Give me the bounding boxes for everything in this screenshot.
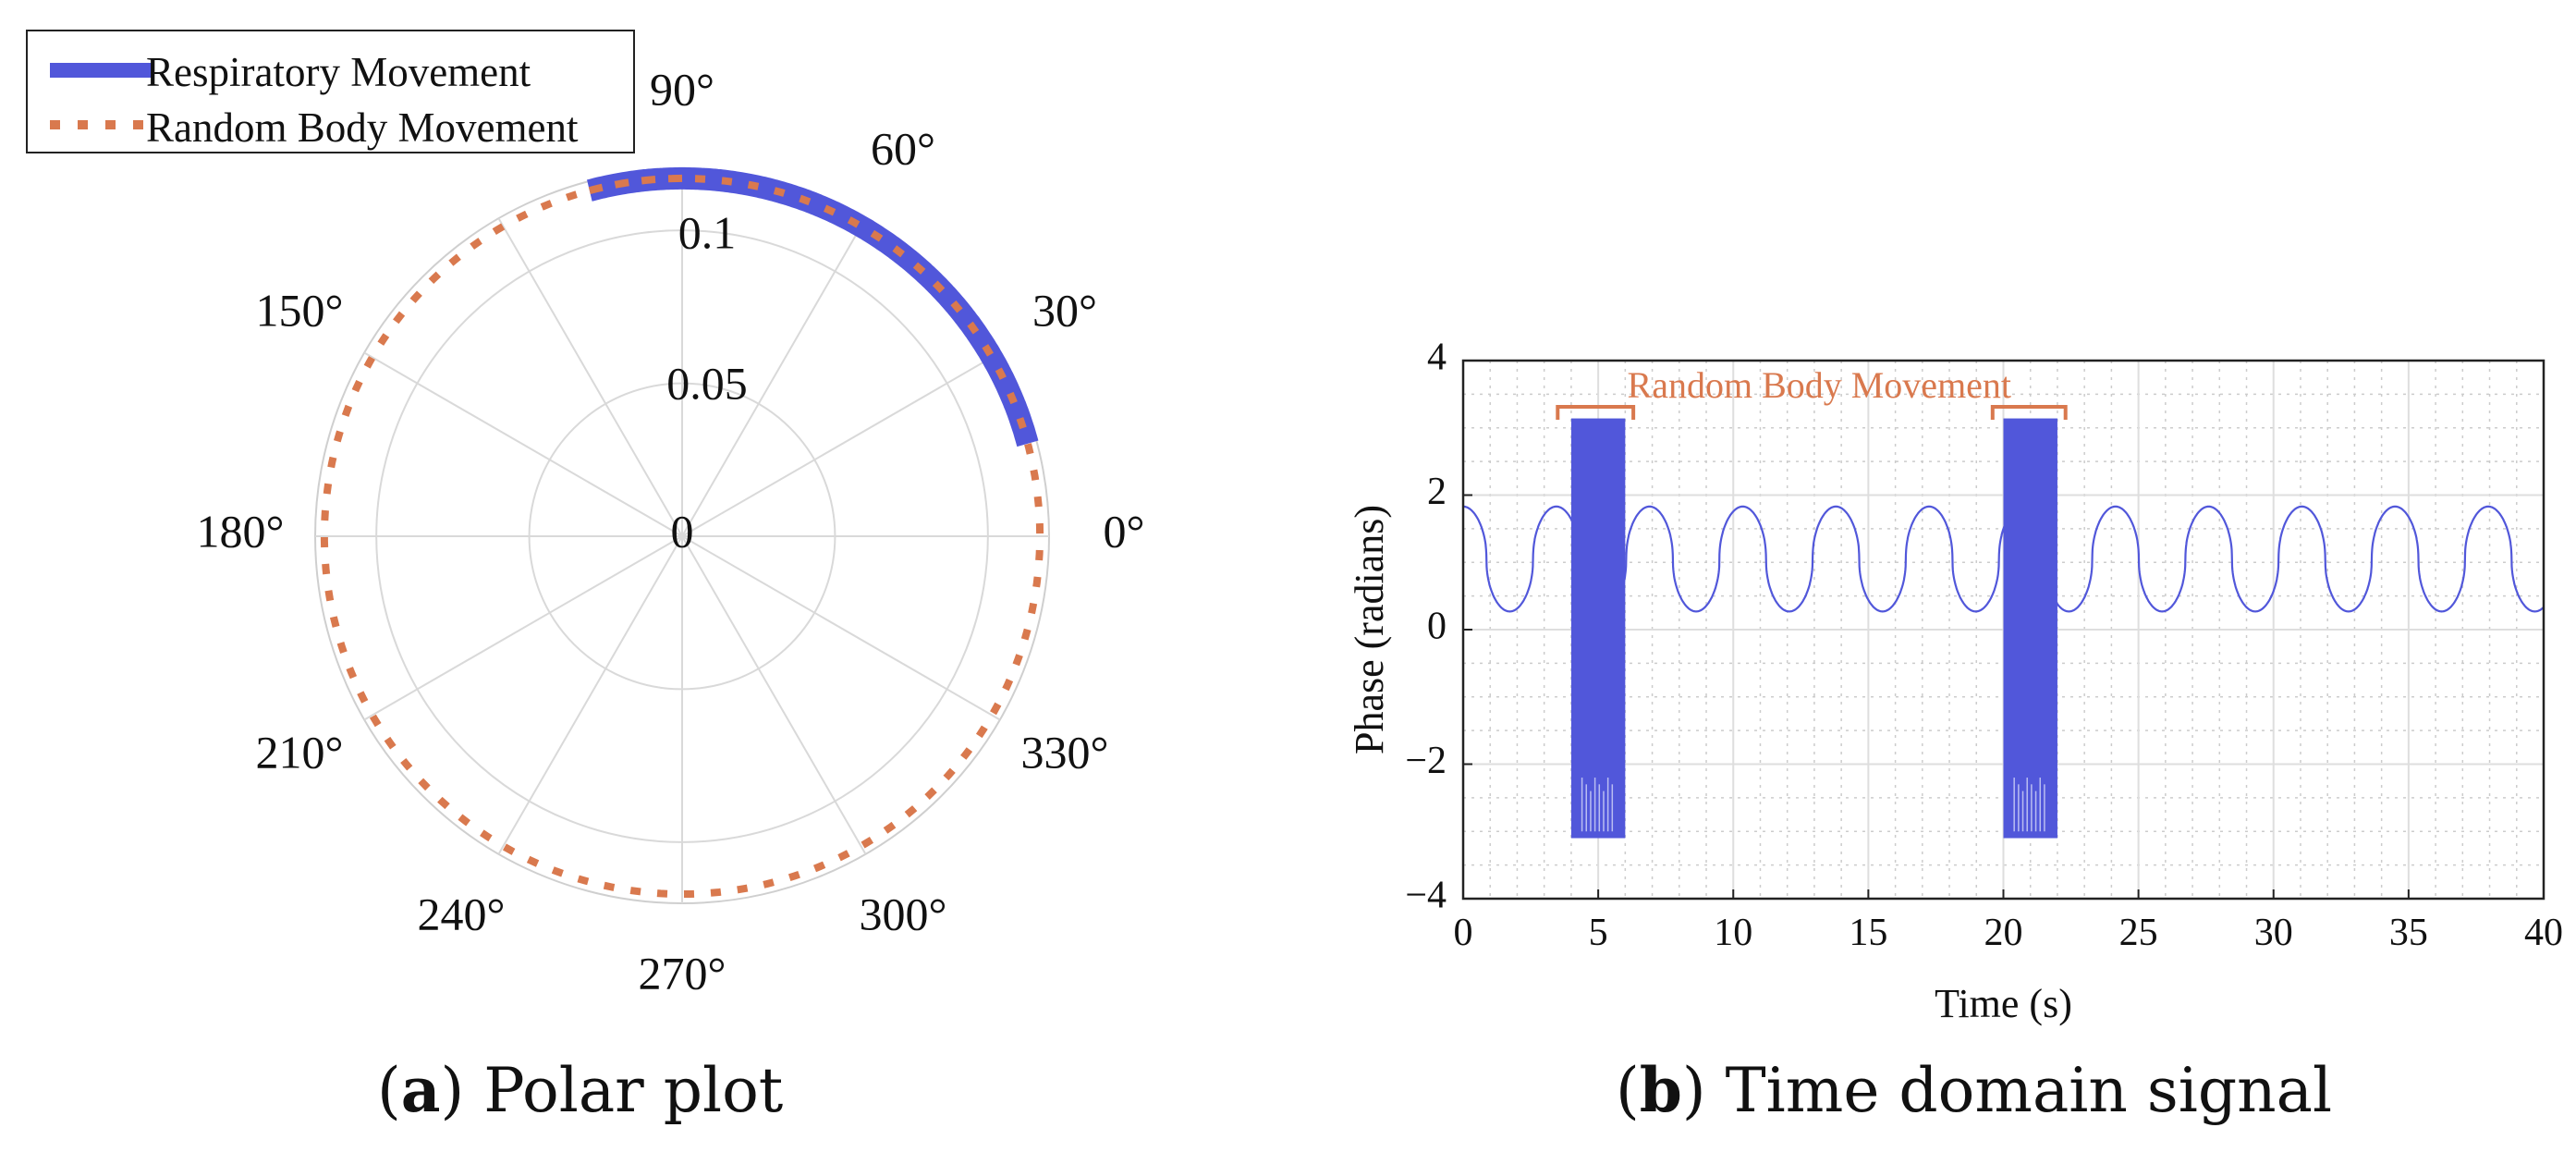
legend-entry-respiratory: Respiratory Movement [28,44,633,96]
polar-theta-tick-label: 90° [650,63,714,115]
y-axis-label: Phase (radians) [1347,505,1392,754]
polar-theta-tick-label: 30° [1032,284,1097,336]
legend-swatch-dotted [50,120,152,129]
caption-a-text: Polar plot [483,1055,784,1126]
polar-grid [314,168,1050,904]
x-tick-label: 40 [2524,912,2563,954]
polar-theta-tick-label: 240° [418,888,506,939]
polar-spoke-150 [363,351,683,537]
polar-theta-tick-label: 330° [1020,726,1108,778]
polar-theta-tick-labels: 0° 30° 60° 90° 150° 180° 210° 240° 270° 300° 330° [197,63,1145,999]
polar-spoke-300 [681,535,867,855]
legend-entry-random: Random Body Movement [28,100,633,152]
time-domain-series [1463,418,2545,839]
y-tick-label: 4 [1427,337,1447,379]
series-respiratory-movement [586,166,1039,447]
y-tick-label: 2 [1427,471,1447,513]
y-tick-label: 0 [1427,606,1447,648]
x-tick-label: 35 [2389,912,2428,954]
caption-a: (a) Polar plot [377,1054,784,1126]
x-tick-label: 30 [2254,912,2293,954]
annotation-bracket-1 [1990,405,2068,420]
polar-theta-tick-label: 210° [256,726,344,778]
polar-r-tick-labels: 0 0.05 0.1 [666,206,748,557]
polar-spoke-330 [681,535,1001,721]
polar-spoke-30 [681,351,1001,537]
legend-swatch-solid [50,63,152,78]
legend-label-random: Random Body Movement [146,104,579,151]
polar-spoke-60 [681,217,867,537]
annotation-bracket-0 [1556,405,1636,420]
x-tick-label: 15 [1849,912,1887,954]
polar-r-tick-label: 0.1 [678,206,737,258]
polar-r-tick-label: 0 [671,505,694,557]
polar-spoke-210 [363,535,683,721]
burst-block-0 [1570,418,1626,839]
y-tick-label: −4 [1405,875,1447,917]
x-tick-label: 10 [1714,912,1752,954]
polar-spoke-120 [497,217,683,537]
burst-block-1 [2003,418,2057,839]
y-tick-label: −2 [1405,740,1447,782]
time-domain-plot: 0 5 10 15 20 25 30 35 40 −4 −2 0 2 4 Time (s) Phase (ra… [1347,337,2563,1026]
polar-spoke-240 [497,535,683,855]
polar-theta-tick-label: 270° [639,947,726,999]
polar-theta-tick-label: 0° [1104,505,1145,557]
polar-theta-tick-label: 150° [256,284,344,336]
x-tick-label: 0 [1454,912,1473,954]
annotation-label: Random Body Movement [1628,364,2012,406]
polar-theta-tick-label: 180° [197,505,285,557]
polar-theta-tick-label: 300° [860,888,947,939]
polar-theta-tick-label: 60° [871,123,935,175]
time-domain-axes: 0 5 10 15 20 25 30 35 40 −4 −2 0 2 4 Time (s) Phase (ra… [1347,337,2563,1026]
caption-b: (b) Time domain signal [1616,1054,2333,1126]
polar-legend: Respiratory Movement Random Body Movemen… [26,30,635,153]
x-tick-label: 25 [2119,912,2158,954]
x-tick-label: 20 [1984,912,2023,954]
polar-r-tick-label: 0.05 [666,357,748,409]
caption-b-letter: b [1639,1054,1682,1126]
legend-label-respiratory: Respiratory Movement [146,49,531,95]
x-tick-label: 5 [1589,912,1608,954]
polar-series [320,166,1044,899]
caption-b-text: Time domain signal [1725,1055,2333,1126]
x-axis-label: Time (s) [1935,981,2072,1026]
caption-a-letter: a [400,1054,441,1126]
polar-plot: 0 0.05 0.1 0° 30° 60° 90° 150° 180° 210° 240° 270°… [197,63,1145,999]
time-domain-annotation: Random Body Movement [1556,364,2068,420]
